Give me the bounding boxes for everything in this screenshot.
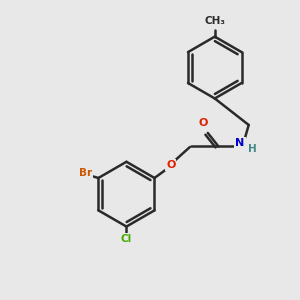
Text: H: H bbox=[248, 144, 256, 154]
Text: O: O bbox=[198, 118, 208, 128]
Text: CH₃: CH₃ bbox=[204, 16, 225, 26]
Text: N: N bbox=[235, 138, 244, 148]
Text: Cl: Cl bbox=[121, 234, 132, 244]
Text: Br: Br bbox=[79, 168, 92, 178]
Text: O: O bbox=[166, 160, 175, 170]
